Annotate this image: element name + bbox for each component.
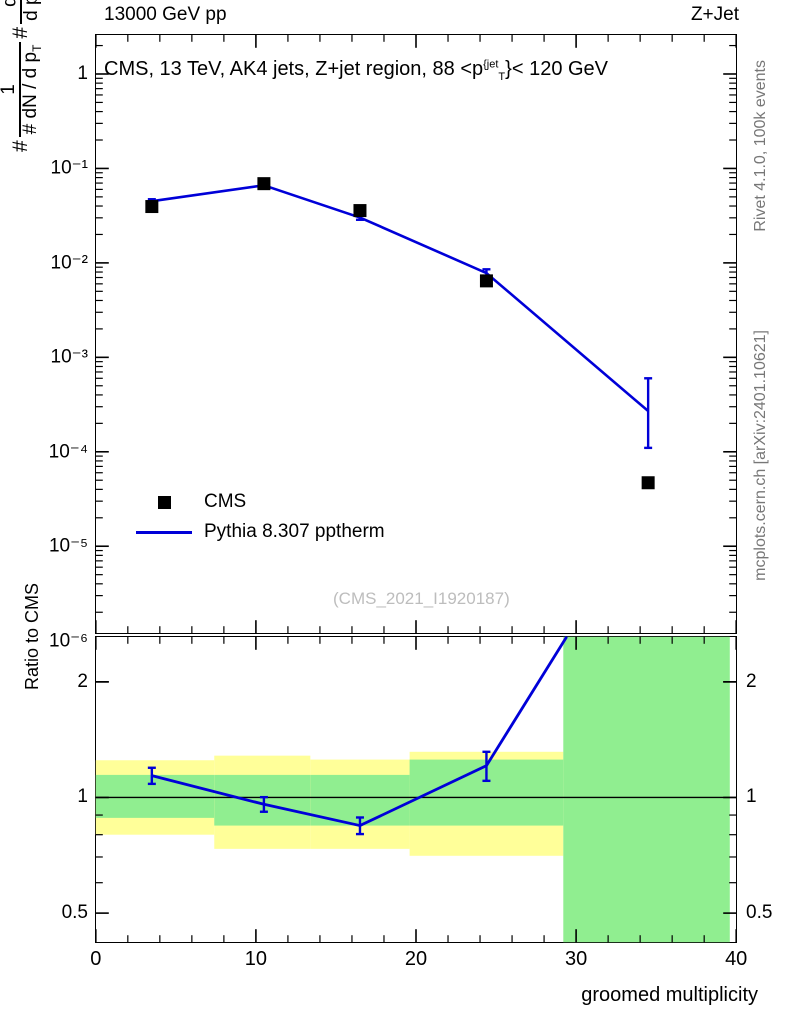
y-tick-label-main: 10⁻⁶ — [49, 630, 88, 652]
plot-title-pre: CMS, 13 TeV, AK4 jets, Z+jet region, 88 … — [104, 58, 484, 80]
y-tick-label-ratio-right: 1 — [746, 786, 757, 808]
y-tick-label-main: 10⁻⁴ — [48, 441, 88, 463]
header-process-label: Z+Jet — [690, 4, 739, 25]
y-tick-label-main: 10⁻² — [50, 252, 89, 274]
y-tick-label-ratio-left: 1 — [77, 786, 88, 808]
y-tick-label-main: 10⁻¹ — [50, 157, 89, 179]
y-tick-label-main: 1 — [77, 62, 88, 84]
x-tick-label: 20 — [404, 948, 428, 970]
x-axis-label: groomed multiplicity — [581, 984, 758, 1006]
y-tick-label-main: 10⁻³ — [50, 346, 89, 368]
y-tick-label-ratio-left: 2 — [77, 670, 88, 692]
x-tick-label: 10 — [244, 948, 268, 970]
plot-title: CMS, 13 TeV, AK4 jets, Z+jet region, 88 … — [104, 58, 608, 83]
analysis-id-watermark: (CMS_2021_I1920187) — [333, 589, 510, 608]
plot-title-subscript: T — [498, 71, 506, 83]
legend-line-icon — [128, 530, 200, 534]
ratio-band-inner — [563, 636, 730, 943]
main-plot-panel — [95, 34, 737, 634]
x-tick-label: 40 — [725, 948, 748, 970]
y-tick-label-ratio-right: 0.5 — [746, 902, 773, 924]
legend-entry-cms[interactable]: CMS — [128, 487, 385, 517]
legend: CMS Pythia 8.307 pptherm — [128, 487, 385, 547]
x-tick-label: 30 — [564, 948, 588, 970]
x-tick-label: 0 — [90, 948, 102, 970]
header-beam-energy: 13000 GeV pp — [104, 4, 227, 25]
ratio-band-inner — [95, 774, 215, 818]
legend-entry-pythia[interactable]: Pythia 8.307 pptherm — [128, 517, 385, 547]
cms-data-marker — [257, 177, 271, 191]
legend-label-pythia: Pythia 8.307 pptherm — [204, 521, 385, 542]
y-tick-label-ratio-left: 0.5 — [61, 902, 88, 924]
cms-data-marker — [353, 204, 367, 218]
y-tick-label-main: 10⁻⁵ — [48, 535, 88, 557]
cms-data-marker — [145, 200, 159, 214]
ratio-curve — [151, 636, 568, 828]
legend-marker-square-icon — [128, 495, 200, 509]
legend-label-cms: CMS — [204, 491, 247, 512]
plot-title-superscript: {jet — [483, 58, 499, 71]
y-tick-label-ratio-right: 2 — [746, 670, 757, 692]
cms-data-marker — [641, 476, 655, 490]
ratio-plot-panel — [95, 636, 737, 943]
cms-data-marker — [479, 274, 493, 288]
ratio-band-inner — [214, 774, 311, 826]
plot-title-post: }< 120 GeV — [505, 58, 609, 80]
